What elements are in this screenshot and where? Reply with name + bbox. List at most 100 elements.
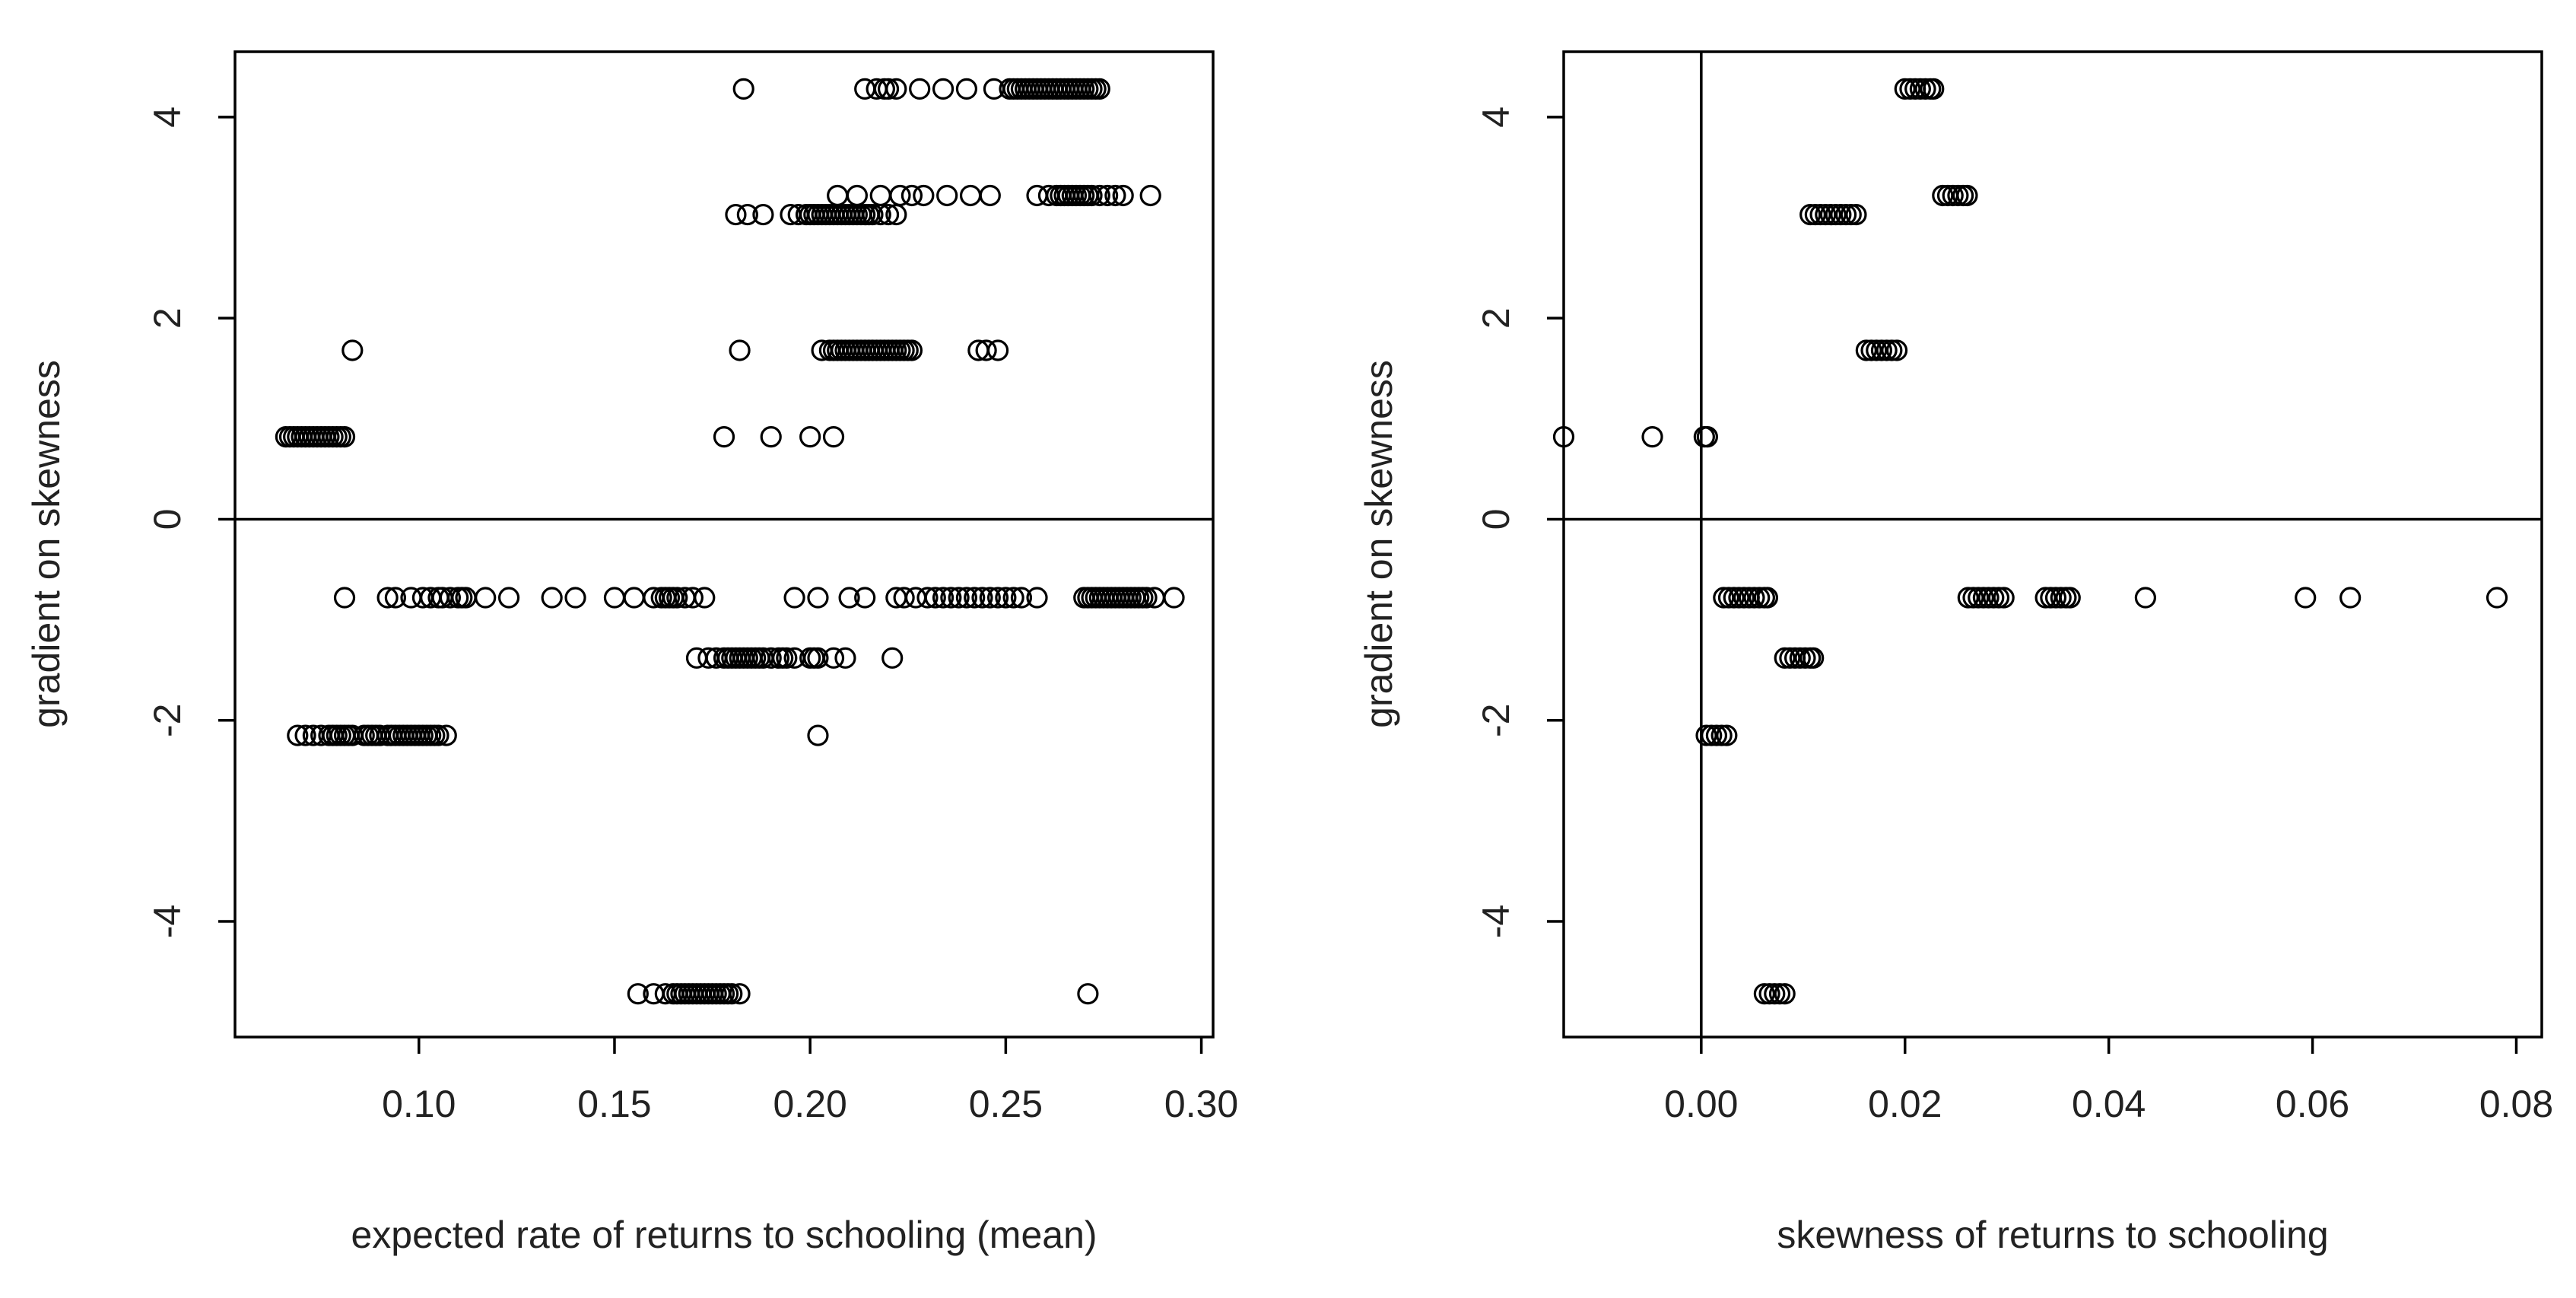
- data-point: [995, 587, 1017, 609]
- data-point: [986, 339, 1009, 361]
- data-point: [1803, 647, 1825, 669]
- data-point: [1909, 78, 1931, 100]
- data-point: [1977, 587, 1999, 609]
- data-point: [729, 983, 751, 1005]
- data-point: [807, 724, 829, 746]
- data-point: [1899, 78, 1921, 100]
- data-point: [936, 184, 958, 207]
- data-point: [1885, 339, 1908, 361]
- data-point: [497, 587, 520, 609]
- data-point: [1809, 203, 1831, 226]
- data-point: [1987, 587, 2010, 609]
- data-point: [869, 203, 891, 226]
- right-plot-frame: [1562, 50, 2543, 1039]
- data-point: [975, 339, 997, 361]
- data-point: [1774, 647, 1796, 669]
- data-point: [948, 587, 970, 609]
- data-point: [838, 587, 860, 609]
- data-point: [909, 78, 931, 100]
- data-point: [807, 647, 829, 669]
- data-point: [1139, 184, 1161, 207]
- data-point: [435, 724, 457, 746]
- data-point: [1779, 647, 1801, 669]
- data-point: [1914, 78, 1936, 100]
- y-tick-label: 0: [1475, 509, 1517, 530]
- data-point: [2134, 587, 2157, 609]
- data-point: [1733, 587, 1755, 609]
- y-tick-label: -2: [1475, 704, 1517, 737]
- data-point: [1753, 983, 1775, 1005]
- data-point: [932, 587, 954, 609]
- data-point: [1764, 983, 1786, 1005]
- data-point: [341, 339, 364, 361]
- data-point: [1010, 587, 1033, 609]
- data-point: [2485, 587, 2508, 609]
- x-tick-label: 0.30: [1164, 1083, 1238, 1125]
- x-tick-label: 0.02: [1868, 1083, 1942, 1125]
- data-point: [623, 587, 645, 609]
- data-point: [1993, 587, 2015, 609]
- data-point: [869, 184, 891, 207]
- data-point: [1641, 426, 1663, 448]
- right-x-ticks: 0.00 0.02 0.04 0.06 0.08: [1664, 1037, 2553, 1125]
- y-tick-label: 2: [146, 307, 189, 329]
- y-tick-label: -4: [1475, 905, 1517, 938]
- data-point: [1834, 203, 1857, 226]
- y-tick-label: -2: [146, 704, 189, 737]
- data-point: [1743, 587, 1765, 609]
- data-point: [1716, 724, 1738, 746]
- data-point: [627, 983, 649, 1005]
- data-point: [799, 426, 821, 448]
- data-point: [1942, 184, 1964, 207]
- data-point: [1768, 983, 1791, 1005]
- data-point: [564, 587, 586, 609]
- data-point: [1825, 203, 1847, 226]
- data-point: [885, 78, 907, 100]
- x-tick-label: 0.25: [969, 1083, 1043, 1125]
- data-point: [1819, 203, 1842, 226]
- data-point: [1088, 78, 1110, 100]
- y-tick-label: 4: [1475, 107, 1517, 128]
- data-point: [1815, 203, 1837, 226]
- data-point: [979, 184, 1001, 207]
- right-reference-lines: [1564, 52, 2542, 1037]
- data-point: [877, 203, 900, 226]
- data-point: [913, 184, 935, 207]
- data-point: [940, 587, 962, 609]
- data-point: [1894, 78, 1916, 100]
- data-point: [2339, 587, 2362, 609]
- data-point: [827, 184, 849, 207]
- right-y-ticks: -4 -2 0 2 4: [1475, 107, 1564, 938]
- data-point: [1957, 587, 1979, 609]
- data-point: [1758, 983, 1780, 1005]
- data-point: [916, 587, 939, 609]
- data-point: [979, 587, 1001, 609]
- data-point: [333, 426, 356, 448]
- data-point: [729, 339, 751, 361]
- data-point: [1956, 184, 1978, 207]
- data-point: [1794, 647, 1816, 669]
- y-tick-label: 2: [1475, 307, 1517, 329]
- right-points: [1552, 78, 2508, 1005]
- data-point: [2034, 587, 2057, 609]
- data-point: [287, 724, 309, 746]
- data-point: [862, 203, 884, 226]
- left-points: [275, 78, 1185, 1005]
- data-point: [1923, 78, 1945, 100]
- data-point: [603, 587, 626, 609]
- x-tick-label: 0.15: [577, 1083, 651, 1125]
- data-point: [1695, 724, 1717, 746]
- data-point: [1756, 587, 1779, 609]
- data-point: [439, 587, 462, 609]
- x-tick-label: 0.20: [773, 1083, 847, 1125]
- data-point: [1866, 339, 1888, 361]
- data-point: [1830, 203, 1852, 226]
- data-point: [900, 184, 923, 207]
- data-point: [1097, 184, 1119, 207]
- data-point: [932, 78, 954, 100]
- x-tick-label: 0.08: [2479, 1083, 2553, 1125]
- data-point: [1710, 724, 1733, 746]
- data-point: [1136, 587, 1158, 609]
- data-point: [681, 587, 704, 609]
